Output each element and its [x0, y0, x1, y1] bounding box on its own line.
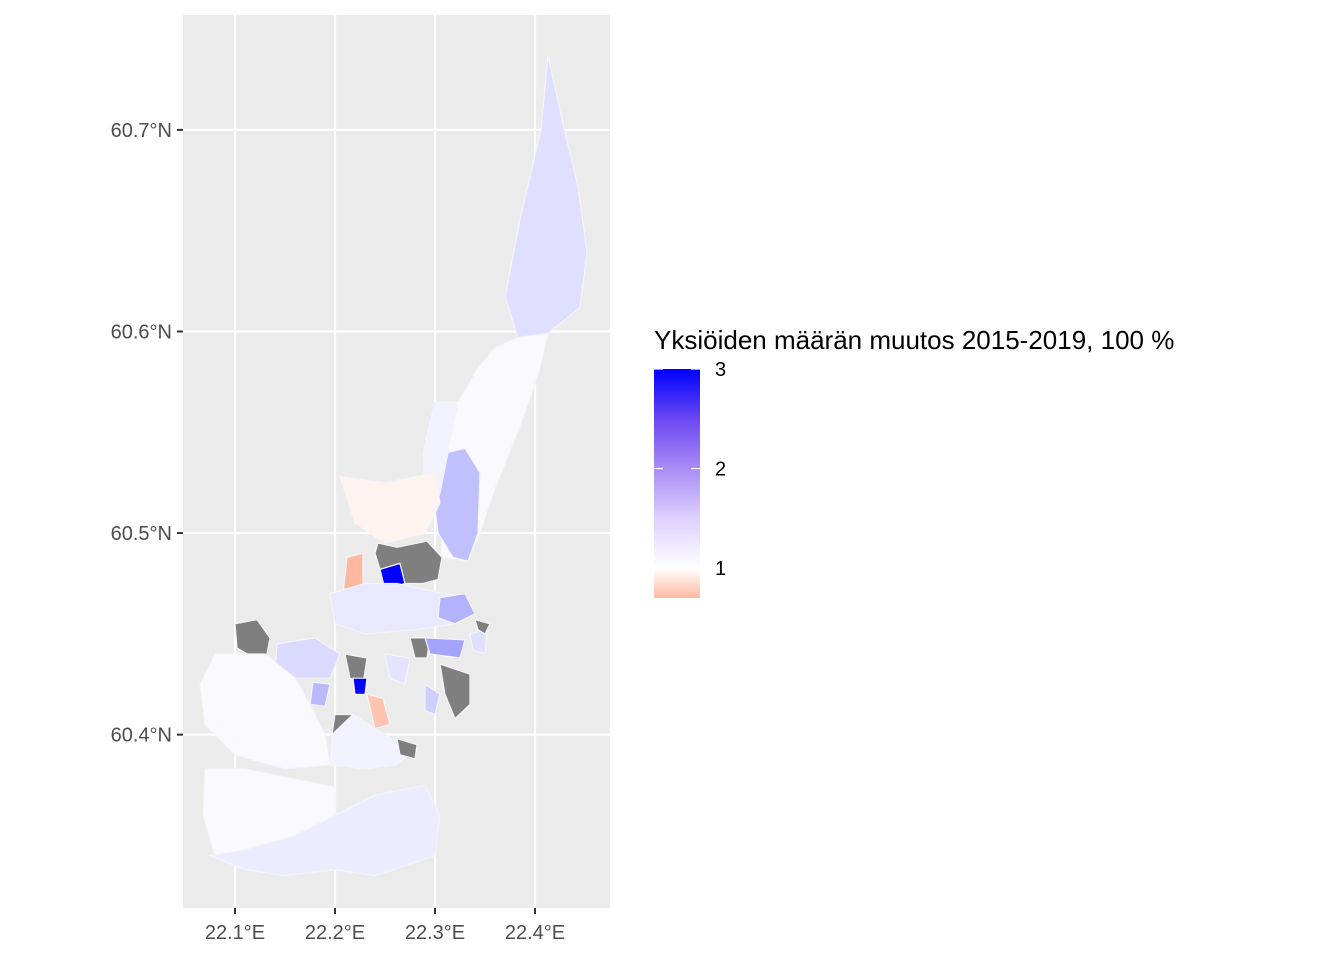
region-24: [366, 693, 391, 730]
legend-label-1: 2: [715, 459, 726, 481]
legend-label-2: 3: [715, 359, 726, 381]
region-9: [437, 592, 476, 625]
y-tick-label-0: 60.4°N: [111, 725, 172, 747]
legend-ticks: 1 2 3: [654, 359, 726, 580]
x-tick-label-2: 22.3°E: [405, 922, 465, 944]
region-17: [439, 663, 471, 720]
y-tick-label-2: 60.6°N: [111, 321, 172, 343]
y-tick-label-3: 60.7°N: [111, 120, 172, 142]
region-19: [384, 653, 411, 686]
legend-title: Yksiöiden määrän muutos 2015-2019, 100 %: [654, 325, 1174, 355]
region-4: [339, 471, 441, 544]
legend: Yksiöiden määrän muutos 2015-2019, 100 %…: [654, 325, 1174, 598]
x-tick-label-0: 22.1°E: [205, 922, 265, 944]
region-7: [374, 540, 443, 585]
y-tick-label-1: 60.5°N: [111, 523, 172, 545]
region-10: [234, 619, 271, 666]
legend-label-0: 1: [715, 558, 726, 580]
axes: 22.1°E 22.2°E 22.3°E 22.4°E 60.4°N 60.5°N 60.6…: [111, 120, 566, 944]
region-16: [424, 637, 466, 659]
region-18: [424, 683, 441, 716]
regions: [199, 55, 588, 877]
region-14: [352, 677, 368, 695]
region-21: [474, 618, 491, 635]
region-12: [309, 681, 331, 708]
region-26: [396, 737, 418, 760]
x-tick-label-1: 22.2°E: [305, 922, 365, 944]
region-15: [409, 637, 431, 659]
region-28: [207, 784, 441, 877]
legend-colorbar: [654, 369, 700, 598]
x-tick-label-3: 22.4°E: [505, 922, 565, 944]
